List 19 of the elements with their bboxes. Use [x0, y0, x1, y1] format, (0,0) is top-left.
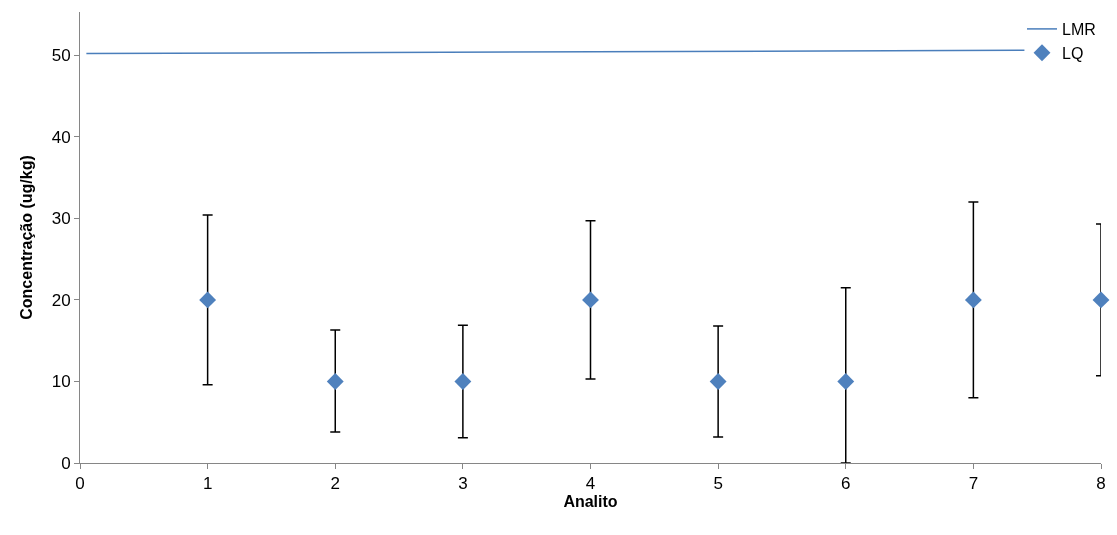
y-axis-title: Concentração (ug/kg)	[17, 155, 35, 320]
x-tick-label: 2	[330, 474, 340, 494]
legend-label: LQ	[1062, 44, 1084, 62]
x-tick-label: 1	[202, 474, 213, 494]
x-tick-label: 4	[585, 474, 596, 494]
x-tick-label: 8	[1096, 474, 1106, 494]
x-tick-label: 3	[458, 474, 468, 494]
x-tick-label: 7	[968, 474, 979, 494]
y-tick-label: 50	[51, 46, 71, 66]
y-tick-label: 0	[61, 453, 71, 473]
x-tick-label: 6	[841, 474, 851, 494]
x-tick-label: 5	[713, 474, 723, 494]
x-tick-label: 0	[75, 474, 85, 494]
legend-label: LMR	[1062, 21, 1096, 39]
y-tick-label: 10	[51, 372, 71, 392]
y-tick-label: 30	[51, 209, 71, 229]
y-tick-label: 40	[51, 127, 71, 147]
x-axis-title: Analito	[563, 493, 618, 511]
y-tick-label: 20	[51, 290, 71, 310]
